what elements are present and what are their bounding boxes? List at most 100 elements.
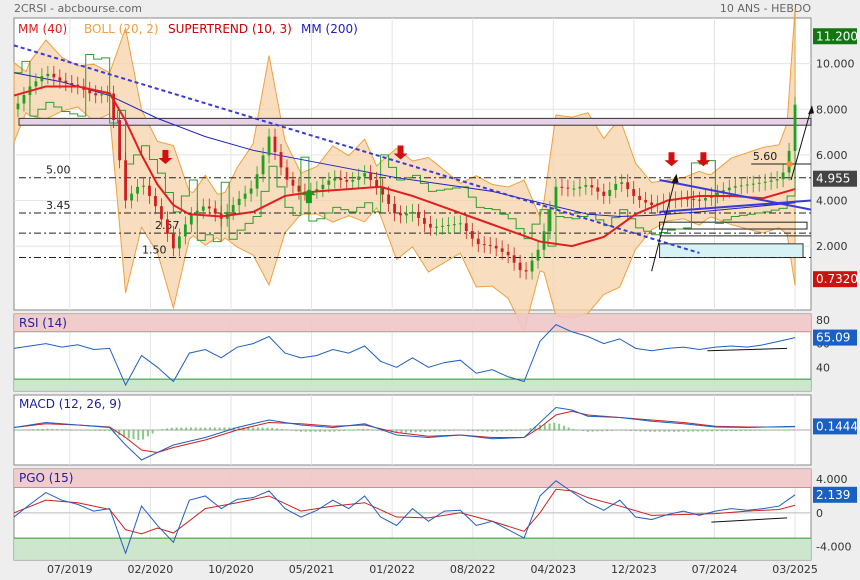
macd-histogram-bar <box>328 430 331 432</box>
candle-body <box>464 223 468 232</box>
macd-histogram-bar <box>787 429 790 431</box>
candle-body <box>297 185 301 192</box>
chart-period-label: 10 ANS - HEBDO <box>719 2 811 15</box>
candle-body <box>417 211 420 218</box>
candle-body <box>315 189 319 191</box>
macd-histogram-bar <box>720 430 723 432</box>
pgo-y-tick-label: 0 <box>816 507 823 520</box>
candle-body <box>100 94 104 96</box>
macd-histogram-bar <box>84 430 87 431</box>
macd-histogram-bar <box>381 430 384 432</box>
legend-item: MM (40) <box>18 22 67 36</box>
candle-body <box>530 260 534 272</box>
triangle-upper <box>659 178 812 211</box>
price-badge-label: 11.200 <box>816 29 858 43</box>
macd-histogram-bar <box>252 427 255 431</box>
macd-histogram-bar <box>266 427 269 431</box>
macd-histogram-bar <box>17 429 20 431</box>
macd-histogram-bar <box>419 430 422 433</box>
candle-body <box>488 244 492 246</box>
candle-body <box>512 255 516 263</box>
macd-histogram-bar <box>213 427 216 431</box>
candle-body <box>626 182 630 190</box>
candle-body <box>130 193 133 201</box>
macd-badge <box>813 418 857 435</box>
level-label: 5.00 <box>46 164 71 177</box>
macd-histogram-bar <box>309 430 312 432</box>
candle-body <box>614 183 618 190</box>
pgo-badge-label: 2.139 <box>816 488 850 502</box>
macd-histogram-bar <box>362 428 365 431</box>
macd-histogram-bar <box>572 429 575 431</box>
macd-histogram-bar <box>577 429 580 431</box>
rsi-oversold-zone <box>14 379 811 391</box>
candle-body <box>440 225 444 227</box>
candle-body <box>399 213 402 216</box>
candle-body <box>273 136 277 153</box>
candle-body <box>88 89 92 94</box>
macd-histogram-bar <box>735 430 738 432</box>
macd-histogram-bar <box>543 424 546 431</box>
chart-source-title: 2CRSI - abcbourse.com <box>14 2 142 15</box>
candle-body <box>237 198 241 206</box>
macd-histogram-bar <box>429 430 432 432</box>
macd-histogram-bar <box>725 430 728 432</box>
macd-histogram-bar <box>22 429 25 431</box>
macd-histogram-bar <box>649 430 652 432</box>
candle-body <box>548 209 552 232</box>
level-label: 5.60 <box>753 150 778 163</box>
candle-body <box>213 208 217 214</box>
macd-histogram-bar <box>151 430 154 434</box>
candle-body <box>793 104 797 151</box>
candle-body <box>40 76 44 82</box>
macd-histogram-bar <box>553 422 556 431</box>
supertrend-line <box>14 54 796 247</box>
macd-histogram-bar <box>41 428 44 431</box>
macd-histogram-bar <box>180 427 183 431</box>
macd-histogram-bar <box>371 429 374 431</box>
candle-body <box>363 173 367 177</box>
macd-histogram-bar <box>610 430 613 431</box>
candle-body <box>177 236 181 249</box>
candle-body <box>70 83 74 85</box>
macd-histogram-bar <box>357 429 360 431</box>
macd-histogram-bar <box>448 430 451 431</box>
candle-body <box>231 205 235 212</box>
pgo-y-tick-label: -4.000 <box>816 541 851 554</box>
macd-signal-line <box>13 410 796 454</box>
macd-histogram-bar <box>605 430 608 431</box>
macd-histogram-bar <box>562 425 565 431</box>
macd-histogram-bar <box>763 430 766 431</box>
macd-histogram-bar <box>625 430 628 431</box>
x-tick-label: 01/2022 <box>369 563 415 576</box>
macd-histogram-bar <box>79 430 82 431</box>
candle-body <box>52 73 56 78</box>
legend-item: SUPERTREND (10, 3) <box>168 22 292 36</box>
macd-histogram-bar <box>333 430 336 432</box>
macd-histogram-bar <box>696 430 699 432</box>
macd-histogram-bar <box>271 427 274 431</box>
candle-body <box>620 182 624 184</box>
candle-body <box>345 179 349 182</box>
macd-histogram-bar <box>89 430 92 431</box>
macd-histogram-bar <box>629 430 632 431</box>
pgo-badge <box>813 486 857 503</box>
macd-histogram-bar <box>472 430 475 431</box>
candle-body <box>524 270 528 272</box>
candle-body <box>458 223 462 225</box>
candle-body <box>500 248 504 252</box>
candle-body <box>285 167 289 180</box>
macd-histogram-bar <box>304 430 307 432</box>
macd-histogram-bar <box>758 430 761 431</box>
candle-body <box>429 223 432 228</box>
support-zone <box>659 243 804 259</box>
macd-histogram-bar <box>32 429 35 431</box>
candle-body <box>727 187 731 191</box>
price-badge <box>813 271 857 288</box>
candle-body <box>267 136 271 156</box>
macd-histogram-bar <box>280 429 283 431</box>
candle-body <box>136 186 139 194</box>
pgo-line <box>13 480 796 555</box>
candle-body <box>339 178 343 180</box>
